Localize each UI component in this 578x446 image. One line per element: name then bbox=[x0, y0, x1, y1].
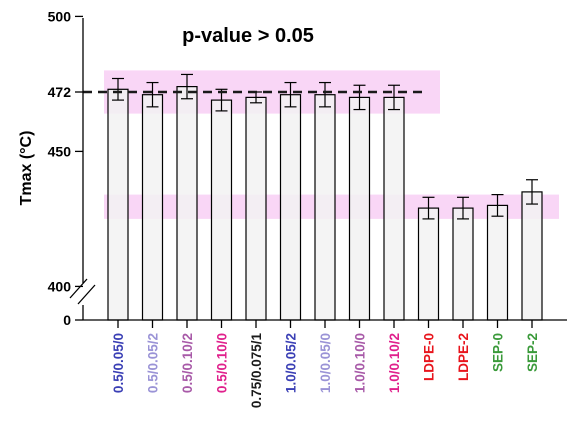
bar bbox=[486, 204, 509, 321]
error-bars bbox=[112, 73, 538, 220]
bar bbox=[107, 88, 129, 321]
bar bbox=[210, 99, 233, 321]
bar bbox=[279, 94, 302, 321]
x-tick-label: 0.5/0.10/0 bbox=[215, 333, 230, 393]
bar bbox=[383, 96, 405, 321]
x-tick-label: 0.75/0.075/1 bbox=[249, 333, 264, 409]
x-axis: 0.5/0.05/0 0.5/0.05/2 0.5/0.10/2 0.5/0.10/0… bbox=[83, 319, 567, 409]
axis-break-mark bbox=[77, 284, 96, 305]
bar bbox=[176, 85, 198, 321]
y-tick-label: 400 bbox=[48, 278, 72, 294]
x-tick-label: 1.0/0.05/2 bbox=[284, 333, 299, 393]
bars bbox=[107, 85, 543, 321]
bar bbox=[141, 94, 164, 321]
axis-break-mark bbox=[69, 278, 88, 299]
x-tick-label: LDPE-0 bbox=[422, 333, 437, 381]
bar bbox=[245, 96, 267, 321]
y-axis: 0 400 450 472 500 bbox=[48, 8, 96, 328]
y-tick-label: 0 bbox=[63, 312, 71, 328]
bar bbox=[348, 96, 371, 321]
x-tick-label: SEP-0 bbox=[491, 333, 506, 372]
y-tick-label: 472 bbox=[48, 84, 72, 100]
bar bbox=[521, 191, 543, 321]
x-tick-label: LDPE-2 bbox=[456, 333, 471, 381]
y-tick-label: 450 bbox=[48, 143, 72, 159]
y-tick-label: 500 bbox=[48, 8, 72, 24]
x-tick-label: 0.5/0.05/2 bbox=[146, 333, 161, 393]
bar bbox=[417, 207, 440, 321]
y-axis-label: Tmax (°C) bbox=[18, 131, 35, 206]
x-tick-label: 1.0/0.10/2 bbox=[387, 333, 402, 393]
bar bbox=[314, 94, 336, 321]
bar bbox=[452, 207, 474, 321]
x-tick-label: 0.5/0.10/2 bbox=[180, 333, 195, 393]
x-tick-label: SEP-2 bbox=[525, 333, 540, 372]
chart-title: p-value > 0.05 bbox=[182, 25, 314, 47]
x-tick-label: 1.0/0.10/0 bbox=[353, 333, 368, 393]
x-tick-label: 0.5/0.05/0 bbox=[111, 333, 126, 393]
x-tick-label: 1.0/0.05/0 bbox=[318, 333, 333, 393]
